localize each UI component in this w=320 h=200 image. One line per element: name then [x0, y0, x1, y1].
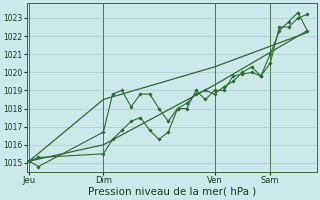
X-axis label: Pression niveau de la mer( hPa ): Pression niveau de la mer( hPa ) [88, 187, 256, 197]
